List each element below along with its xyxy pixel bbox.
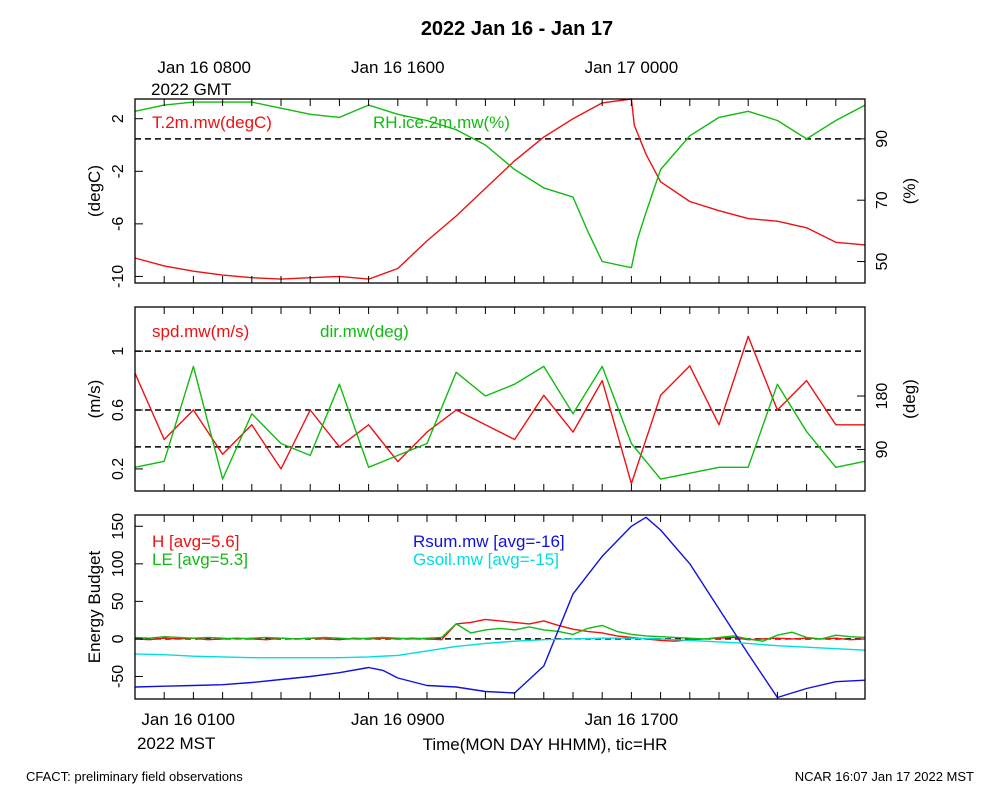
frame-layer xyxy=(134,98,866,700)
y-tick-label: -2 xyxy=(110,164,127,178)
y2-tick-label: 180 xyxy=(874,383,891,410)
legend-entry: Gsoil.mw [avg=-15] xyxy=(413,550,559,569)
series-line-le xyxy=(134,623,866,642)
top-time-label: Jan 17 0000 xyxy=(585,58,679,77)
y-tick-label: -10 xyxy=(110,265,127,288)
y-axis-title: (degC) xyxy=(85,165,104,217)
y-tick-label: 0.2 xyxy=(110,458,127,480)
legend-entry: RH.ice.2m.mw(%) xyxy=(373,113,510,132)
series-line-t xyxy=(134,98,866,280)
y-tick-label: 150 xyxy=(110,513,127,540)
top-time-label: Jan 16 1600 xyxy=(351,58,445,77)
y-tick-label: 0.6 xyxy=(110,399,127,421)
bottom-time-label: Jan 16 0900 xyxy=(351,710,445,729)
legend-entry: LE [avg=5.3] xyxy=(152,550,248,569)
y2-tick-label: 70 xyxy=(874,191,891,209)
y-tick-label: -50 xyxy=(110,665,127,688)
series-line-gsoil xyxy=(134,637,866,659)
y2-axis-title: (%) xyxy=(900,178,919,204)
footer-right: NCAR 16:07 Jan 17 2022 MST xyxy=(795,769,974,784)
y2-tick-label: 90 xyxy=(874,130,891,148)
legend-entry: H [avg=5.6] xyxy=(152,532,239,551)
bottom-time-label: Jan 16 0100 xyxy=(141,710,235,729)
series-layer xyxy=(134,98,866,699)
series-line-h xyxy=(134,618,866,642)
plot-frame xyxy=(134,98,866,284)
y-tick-label: 100 xyxy=(110,550,127,577)
series-line-rh xyxy=(134,101,866,269)
legend-entry: dir.mw(deg) xyxy=(320,322,409,341)
bottom-time-label-sub: 2022 MST xyxy=(137,734,215,753)
x-axis-title: Time(MON DAY HHMM), tic=HR xyxy=(423,735,668,754)
y2-tick-label: 50 xyxy=(874,253,891,271)
footer-left: CFACT: preliminary field observations xyxy=(26,769,243,784)
legend-entry: T.2m.mw(degC) xyxy=(152,113,272,132)
y-tick-label: 50 xyxy=(110,592,127,610)
series-line-spd xyxy=(134,335,865,485)
plot-frame xyxy=(134,306,866,492)
y2-tick-label: 90 xyxy=(874,440,891,458)
top-time-label: Jan 16 0800 xyxy=(157,58,251,77)
y2-axis-title: (deg) xyxy=(900,379,919,419)
series-line-dir xyxy=(134,365,866,480)
y-tick-label: 0 xyxy=(110,634,127,643)
text-layer: 2022 Jan 16 - Jan 17 Time(MON DAY HHMM),… xyxy=(26,18,974,784)
y-axis-title: Energy Budget xyxy=(85,550,104,663)
y-tick-label: 2 xyxy=(110,114,127,123)
plot-frame xyxy=(134,514,866,700)
top-time-label-sub: 2022 GMT xyxy=(151,80,231,99)
chart-title: 2022 Jan 16 - Jan 17 xyxy=(421,18,613,40)
series-line-rsum xyxy=(134,516,866,699)
y-axis-title: (m/s) xyxy=(85,380,104,419)
bottom-time-label: Jan 16 1700 xyxy=(585,710,679,729)
legend-entry: spd.mw(m/s) xyxy=(152,322,249,341)
legend-entry: Rsum.mw [avg=-16] xyxy=(413,532,565,551)
y-tick-label: -6 xyxy=(110,217,127,231)
y-tick-label: 1 xyxy=(110,347,127,356)
